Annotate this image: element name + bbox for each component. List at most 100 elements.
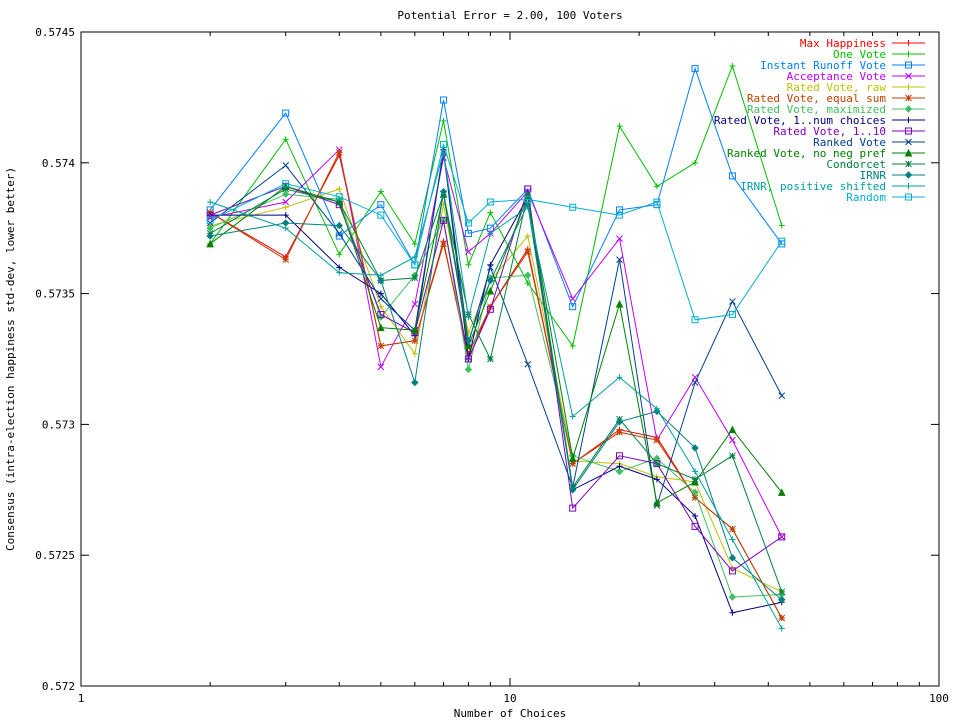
data-point bbox=[377, 272, 384, 279]
data-point bbox=[440, 216, 448, 224]
data-point bbox=[569, 295, 577, 303]
marker-square bbox=[778, 533, 786, 541]
marker-square bbox=[653, 198, 661, 206]
data-point bbox=[282, 180, 290, 188]
data-point bbox=[778, 237, 786, 245]
data-point bbox=[282, 256, 290, 263]
legend-item: Max Happiness bbox=[800, 37, 925, 50]
data-point bbox=[377, 342, 385, 350]
marker-diamond bbox=[615, 467, 624, 476]
data-point bbox=[692, 512, 699, 519]
marker-square bbox=[282, 109, 290, 117]
data-point bbox=[905, 127, 912, 135]
data-point bbox=[439, 187, 448, 196]
marker-stroke bbox=[440, 240, 447, 248]
marker-diamond bbox=[335, 221, 343, 230]
data-point bbox=[282, 198, 290, 206]
marker-square bbox=[440, 216, 448, 224]
marker-diamond bbox=[904, 171, 913, 179]
data-point bbox=[524, 360, 532, 368]
marker-square bbox=[377, 311, 385, 319]
data-point bbox=[616, 428, 623, 436]
marker-triangle bbox=[653, 498, 661, 507]
marker-square bbox=[905, 193, 912, 201]
legend-item: Acceptance Vote bbox=[787, 70, 925, 83]
marker-triangle bbox=[728, 425, 737, 434]
legend-label: Rated Vote, equal sum bbox=[747, 92, 886, 105]
data-point bbox=[282, 212, 289, 219]
data-point bbox=[411, 274, 419, 282]
marker-diamond bbox=[524, 271, 532, 279]
data-point bbox=[524, 204, 531, 211]
marker-square bbox=[616, 452, 624, 460]
marker-diamond bbox=[464, 336, 473, 345]
marker-stroke bbox=[411, 274, 419, 282]
legend-label: Ranked Vote, no neg pref bbox=[727, 147, 886, 160]
marker-square bbox=[905, 127, 912, 135]
data-point bbox=[464, 336, 473, 345]
marker-stroke bbox=[729, 525, 736, 533]
marker-square bbox=[691, 522, 699, 530]
data-point bbox=[905, 117, 912, 123]
data-point bbox=[377, 201, 385, 209]
data-point bbox=[905, 160, 912, 168]
data-point bbox=[692, 159, 699, 166]
legend-item: One Vote bbox=[833, 48, 925, 61]
data-point bbox=[691, 379, 699, 386]
data-point bbox=[616, 452, 624, 460]
marker-diamond bbox=[568, 486, 577, 494]
marker-triangle bbox=[486, 286, 495, 295]
marker-diamond bbox=[778, 595, 786, 604]
marker-stroke bbox=[653, 460, 661, 467]
y-axis-label: Consensus (intra-election happiness std-… bbox=[4, 167, 17, 551]
marker-square bbox=[569, 303, 577, 311]
data-point bbox=[569, 342, 576, 349]
marker-stroke bbox=[729, 436, 736, 444]
legend-label: Acceptance Vote bbox=[787, 70, 886, 83]
marker-square bbox=[464, 219, 472, 227]
marker-stroke bbox=[691, 494, 699, 502]
data-point bbox=[905, 193, 912, 201]
data-point bbox=[411, 300, 419, 308]
marker-diamond bbox=[439, 187, 448, 196]
data-point bbox=[616, 374, 623, 381]
marker-square bbox=[377, 211, 385, 219]
marker-stroke bbox=[524, 360, 532, 368]
data-point bbox=[905, 138, 912, 146]
legend-item: Ranked Vote bbox=[813, 136, 925, 149]
marker-diamond bbox=[691, 488, 699, 497]
data-point bbox=[653, 460, 661, 467]
marker-triangle bbox=[206, 239, 214, 248]
data-point bbox=[692, 468, 699, 475]
marker-square bbox=[524, 195, 532, 203]
data-point bbox=[691, 316, 699, 324]
data-point bbox=[905, 183, 912, 189]
marker-diamond bbox=[728, 593, 737, 601]
data-point bbox=[778, 614, 786, 622]
data-point bbox=[282, 225, 289, 232]
marker-diamond bbox=[206, 232, 214, 240]
marker-stroke bbox=[282, 198, 290, 206]
legend-label: Max Happiness bbox=[800, 37, 886, 50]
data-point bbox=[411, 326, 419, 334]
data-point bbox=[729, 525, 736, 533]
marker-stroke bbox=[691, 379, 699, 386]
series-one-vote bbox=[207, 63, 785, 349]
data-point bbox=[616, 256, 623, 263]
marker-stroke bbox=[616, 428, 623, 436]
data-point bbox=[778, 392, 786, 399]
data-point bbox=[411, 261, 419, 269]
marker-diamond bbox=[377, 276, 385, 285]
data-point bbox=[615, 299, 624, 308]
marker-square bbox=[728, 311, 736, 319]
data-point bbox=[616, 206, 624, 214]
legend-item: Rated Vote, 1..num choices bbox=[714, 114, 925, 127]
marker-stroke bbox=[616, 235, 623, 243]
x-tick-label: 100 bbox=[929, 692, 949, 705]
data-point bbox=[465, 314, 472, 321]
data-point bbox=[336, 264, 343, 271]
data-point bbox=[465, 248, 472, 256]
data-point bbox=[653, 198, 661, 206]
data-point bbox=[728, 554, 737, 562]
marker-diamond bbox=[464, 365, 473, 374]
